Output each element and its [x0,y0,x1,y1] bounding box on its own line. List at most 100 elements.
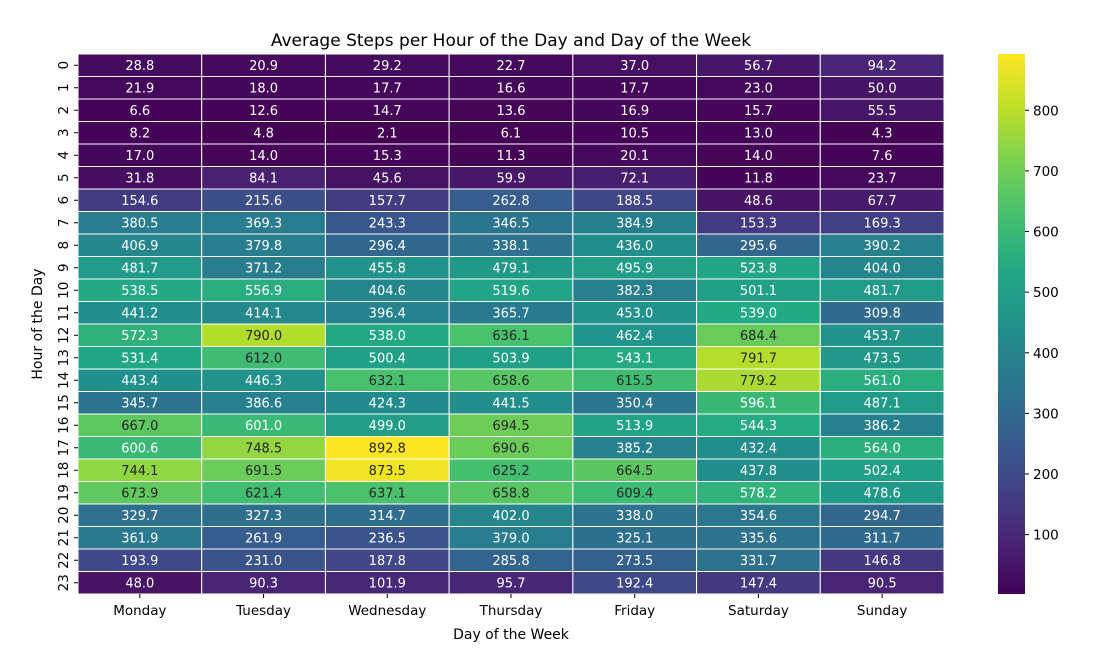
y-tick-label: 9 [56,263,72,272]
y-tick-label: 21 [56,529,72,546]
cell-value-label: 432.4 [740,441,777,456]
cell-value-label: 453.0 [616,306,653,321]
cell-value-label: 17.7 [373,81,402,96]
cell-value-label: 499.0 [369,419,406,434]
cell-value-label: 441.5 [492,396,529,411]
cell-value-label: 17.7 [620,81,649,96]
cell-value-label: 188.5 [616,194,653,209]
cell-value-label: 12.6 [249,104,278,119]
cell-value-label: 600.6 [121,441,158,456]
cell-value-label: 59.9 [497,171,526,186]
cell-value-label: 48.0 [125,576,154,591]
x-tick-label: Tuesday [235,603,291,619]
cell-value-label: 455.8 [369,261,406,276]
chart-title: Average Steps per Hour of the Day and Da… [271,31,751,51]
y-tick-label: 7 [56,218,72,227]
cell-value-label: 187.8 [369,554,406,569]
cell-value-label: 873.5 [369,464,406,479]
y-tick-label: 1 [56,83,72,92]
cell-value-label: 17.0 [125,149,154,164]
cell-value-label: 154.6 [121,194,158,209]
cell-value-label: 146.8 [864,554,901,569]
cell-value-label: 473.5 [864,351,901,366]
cell-value-label: 396.4 [369,306,406,321]
cell-value-label: 379.8 [245,239,282,254]
cell-value-label: 443.4 [121,374,158,389]
cell-value-label: 7.6 [872,149,893,164]
cell-value-label: 335.6 [740,531,777,546]
cell-value-label: 446.3 [245,374,282,389]
y-tick-label: 2 [56,106,72,115]
cell-value-label: 327.3 [245,509,282,524]
colorbar-tick-label: 600 [1033,225,1059,241]
cell-value-label: 658.8 [492,486,529,501]
colorbar-tick-label: 700 [1033,164,1059,180]
cell-value-label: 6.6 [130,104,151,119]
cell-value-label: 314.7 [369,509,406,524]
y-tick-label: 14 [56,372,72,389]
y-tick-label: 11 [56,304,72,321]
cell-value-label: 331.7 [740,554,777,569]
cell-value-label: 23.7 [868,171,897,186]
cell-value-label: 231.0 [245,554,282,569]
cell-value-label: 495.9 [616,261,653,276]
cell-value-label: 578.2 [740,486,777,501]
cell-value-label: 441.2 [121,306,158,321]
cell-value-label: 236.5 [369,531,406,546]
y-tick-label: 15 [56,394,72,411]
cell-value-label: 601.0 [245,419,282,434]
cell-value-label: 354.6 [740,509,777,524]
cell-value-label: 361.9 [121,531,158,546]
x-tick-label: Sunday [857,603,908,619]
cell-value-label: 193.9 [121,554,158,569]
cell-value-label: 13.6 [497,104,526,119]
y-tick-label: 0 [56,61,72,70]
cell-value-label: 667.0 [121,419,158,434]
cell-value-label: 309.8 [864,306,901,321]
cell-value-label: 67.7 [868,194,897,209]
cell-value-label: 632.1 [369,374,406,389]
cell-value-label: 48.6 [744,194,773,209]
cell-value-label: 350.4 [616,396,653,411]
cell-value-label: 90.3 [249,576,278,591]
x-tick-label: Friday [614,603,655,619]
cell-value-label: 479.1 [492,261,529,276]
cell-value-label: 621.4 [245,486,282,501]
cell-value-label: 346.5 [492,216,529,231]
cell-value-label: 543.1 [616,351,653,366]
cell-value-label: 673.9 [121,486,158,501]
cell-value-label: 95.7 [497,576,526,591]
colorbar [998,54,1025,594]
cell-value-label: 16.6 [497,81,526,96]
y-tick-label: 3 [56,128,72,137]
cell-value-label: 406.9 [121,239,158,254]
colorbar-tick-label: 500 [1033,285,1059,301]
cell-value-label: 338.1 [492,239,529,254]
cell-value-label: 215.6 [245,194,282,209]
cell-value-label: 325.1 [616,531,653,546]
cell-value-label: 386.2 [864,419,901,434]
cell-value-label: 385.2 [616,441,653,456]
cell-value-label: 531.4 [121,351,158,366]
y-tick-label: 13 [56,349,72,366]
cell-value-label: 243.3 [369,216,406,231]
cell-value-label: 11.3 [497,149,526,164]
cell-value-label: 72.1 [620,171,649,186]
y-axis-label: Hour of the Day [30,268,46,379]
cell-value-label: 345.7 [121,396,158,411]
y-tick-label: 4 [56,151,72,160]
cell-value-label: 658.6 [492,374,529,389]
cell-value-label: 503.9 [492,351,529,366]
colorbar-tick-label: 300 [1033,406,1059,422]
cell-value-label: 609.4 [616,486,653,501]
y-tick-label: 23 [56,574,72,591]
cell-value-label: 390.2 [864,239,901,254]
cell-value-label: 169.3 [864,216,901,231]
y-tick-label: 10 [56,282,72,299]
colorbar-tick-label: 800 [1033,103,1059,119]
cell-value-label: 23.0 [744,81,773,96]
cell-value-label: 8.2 [130,126,151,141]
cell-value-label: 50.0 [868,81,897,96]
colorbar-ticks: 100 200 300 400 500 600 700 800 [1025,103,1059,544]
